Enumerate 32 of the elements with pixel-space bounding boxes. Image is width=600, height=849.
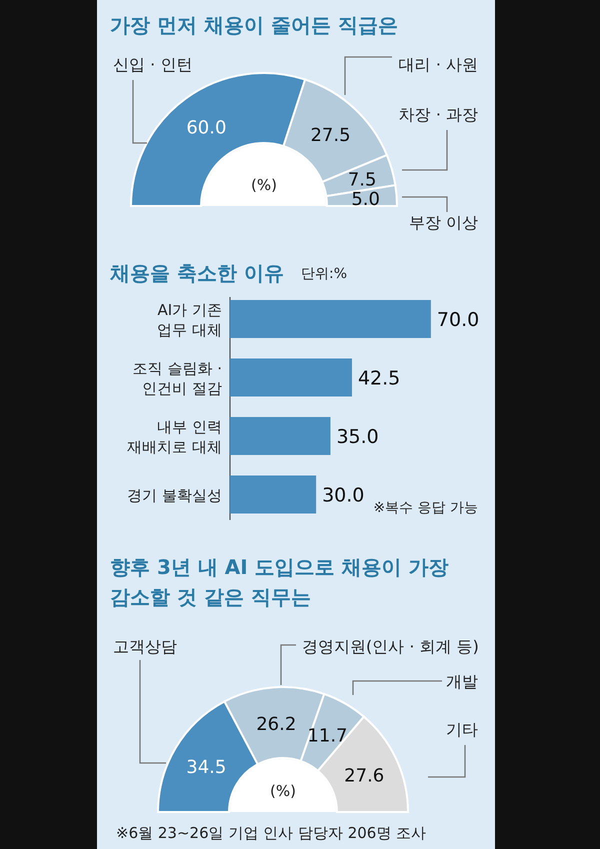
y-tick-label: 내부 인력 재배치로 대체 (127, 418, 222, 456)
data-label: 5.0 (351, 188, 380, 210)
data-label: 60.0 (186, 118, 226, 139)
slice-label: 신입 · 인턴 (113, 55, 192, 74)
slice-label: 기타 (446, 720, 478, 739)
y-tick-label: 조직 슬림화 · 인건비 절감 (132, 360, 222, 398)
data-label: 27.6 (344, 765, 384, 786)
chart-title: 향후 3년 내 AI 도입으로 채용이 가장 감소할 것 같은 직무는 (110, 555, 449, 609)
slice-label: 대리 · 사원 (398, 55, 478, 74)
data-label: 7.5 (348, 169, 376, 190)
y-tick-label: 경기 불확실성 (127, 486, 222, 504)
y-tick-label: AI가 기존 업무 대체 (157, 301, 222, 339)
annotation: ※복수 응답 가능 (373, 500, 478, 516)
slice-label: 부장 이상 (408, 213, 478, 232)
chart-title: 채용을 축소한 이유 (109, 261, 284, 285)
chart-subtitle: 단위:% (301, 266, 348, 282)
slice-label: 차장 · 과장 (398, 105, 478, 124)
slice-label: 경영지원(인사 · 회계 등) (302, 637, 479, 656)
data-label: 11.7 (307, 725, 348, 746)
text: (%) (251, 176, 277, 194)
data-label: 42.5 (358, 368, 400, 390)
data-label: 35.0 (336, 426, 379, 448)
data-label: 30.0 (322, 484, 364, 506)
data-label: 34.5 (186, 756, 226, 778)
data-label: 27.5 (310, 125, 351, 146)
text: ※6월 23~26일 기업 인사 담당자 206명 조사 (116, 824, 426, 842)
slice-label: 개발 (446, 672, 478, 691)
data-label: 26.2 (256, 714, 296, 735)
slice-label: 고객상담 (113, 637, 177, 656)
chart-title: 가장 먼저 채용이 줄어든 직급은 (110, 13, 398, 37)
text: (%) (270, 782, 296, 800)
data-label: 70.0 (436, 309, 480, 331)
